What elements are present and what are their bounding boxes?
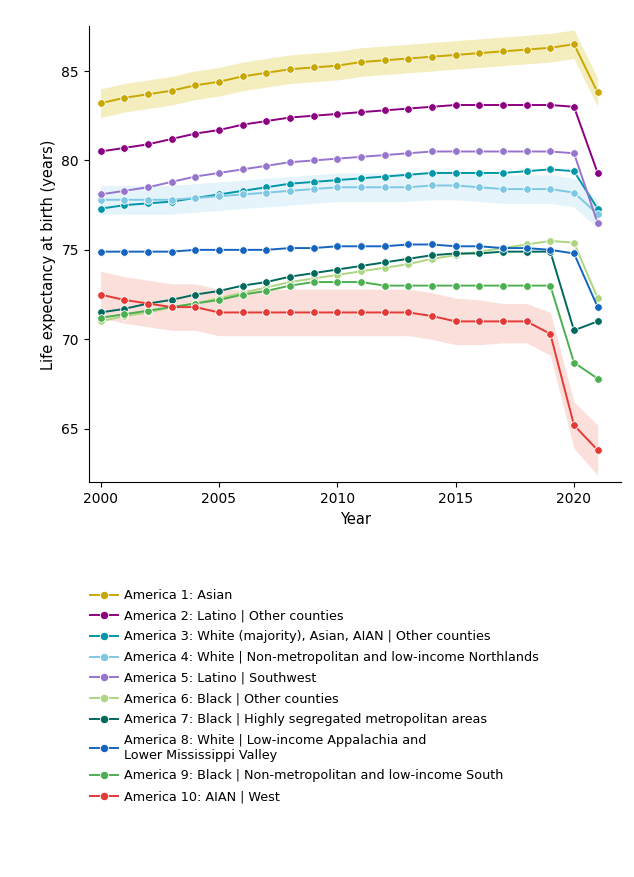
Legend: America 1: Asian, America 2: Latino | Other counties, America 3: White (majority: America 1: Asian, America 2: Latino | Ot… [90, 589, 539, 803]
X-axis label: Year: Year [340, 511, 370, 526]
Y-axis label: Life expectancy at birth (years): Life expectancy at birth (years) [41, 139, 56, 369]
